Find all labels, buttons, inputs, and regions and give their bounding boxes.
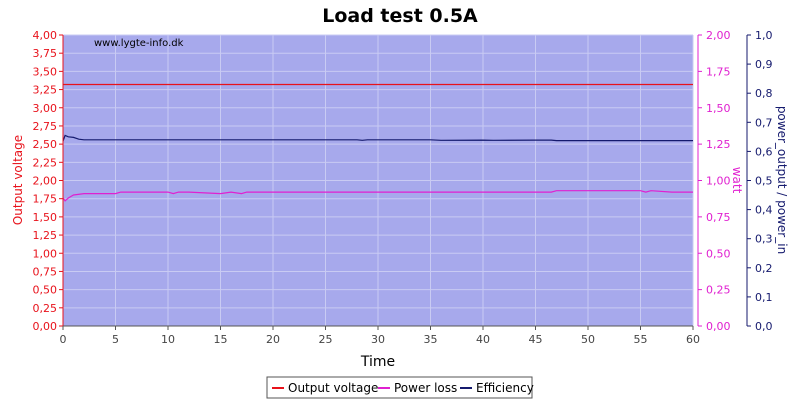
y-left-tick-label: 4,00 [33, 29, 58, 42]
legend-power-loss-label: Power loss [394, 381, 457, 395]
y-left-tick-label: 3,25 [33, 84, 58, 97]
y-left-tick-label: 3,75 [33, 47, 58, 60]
y-right2-tick-label: 0,3 [755, 233, 773, 246]
x-tick-label: 5 [112, 333, 119, 346]
x-tick-label: 60 [686, 333, 700, 346]
y-right1-tick-label: 1,25 [706, 138, 731, 151]
x-axis-title: Time [360, 354, 395, 370]
y-left-tick-label: 3,00 [33, 102, 58, 115]
legend-output-voltage-label: Output voltage [288, 381, 378, 395]
y-left-tick-label: 2,50 [33, 138, 58, 151]
power-loss-line [62, 190, 693, 202]
y-right2-tick-label: 0,4 [755, 204, 773, 217]
x-tick-label: 45 [529, 333, 543, 346]
legend-efficiency-label: Efficiency [476, 381, 534, 395]
y-left-tick-label: 3,50 [33, 65, 58, 78]
y-right2-axis-title: power_output / power_in [775, 106, 789, 254]
y-right2-tick-label: 0,9 [755, 58, 773, 71]
y-left-tick-label: 1,50 [33, 211, 58, 224]
x-tick-label: 30 [371, 333, 385, 346]
y-left-tick-label: 0,00 [33, 320, 58, 333]
y-right1-axis-title: watt [730, 167, 744, 194]
x-tick-label: 55 [634, 333, 648, 346]
x-tick-label: 35 [424, 333, 438, 346]
y-right2-tick-label: 0,1 [755, 291, 773, 304]
y-left-axis-title: Output voltage [11, 135, 25, 225]
y-right1-tick-label: 2,00 [706, 29, 731, 42]
y-right2-tick-label: 0,6 [755, 145, 773, 158]
y-right1-tick-label: 1,50 [706, 102, 731, 115]
efficiency-line [62, 134, 693, 142]
y-right2-tick-label: 0,5 [755, 175, 773, 188]
y-left-tick-label: 1,75 [33, 193, 58, 206]
x-tick-label: 0 [60, 333, 67, 346]
y-right2-tick-label: 0,8 [755, 87, 773, 100]
x-tick-label: 10 [161, 333, 175, 346]
y-right1-tick-label: 0,00 [706, 320, 731, 333]
watermark-text: www.lygte-info.dk [94, 38, 184, 49]
y-left-tick-label: 0,50 [33, 284, 58, 297]
y-right2-tick-label: 1,0 [755, 29, 773, 42]
x-tick-label: 25 [319, 333, 333, 346]
grid [62, 34, 694, 327]
y-right2-tick-label: 0,0 [755, 320, 773, 333]
y-right1-tick-label: 0,50 [706, 247, 731, 260]
y-left-tick-label: 2,75 [33, 120, 58, 133]
axes-group: 0,000,250,500,751,001,251,501,752,002,25… [33, 29, 773, 346]
y-right1-tick-label: 0,75 [706, 211, 731, 224]
y-left-tick-label: 1,00 [33, 247, 58, 260]
y-right1-tick-label: 1,00 [706, 175, 731, 188]
y-left-tick-label: 1,25 [33, 229, 58, 242]
chart-title: Load test 0.5A [322, 5, 478, 27]
series-group [62, 83, 693, 202]
x-tick-label: 50 [581, 333, 595, 346]
y-right1-tick-label: 1,75 [706, 65, 731, 78]
x-tick-label: 15 [214, 333, 228, 346]
y-left-tick-label: 0,75 [33, 265, 58, 278]
legend-box [266, 376, 533, 399]
x-tick-label: 40 [476, 333, 490, 346]
y-right2-tick-label: 0,2 [755, 262, 773, 275]
y-right1-tick-label: 0,25 [706, 284, 731, 297]
y-left-tick-label: 2,00 [33, 175, 58, 188]
y-left-tick-label: 0,25 [33, 302, 58, 315]
y-left-tick-label: 2,25 [33, 156, 58, 169]
x-tick-label: 20 [266, 333, 280, 346]
y-right2-tick-label: 0,7 [755, 116, 773, 129]
legend: Output voltage Power loss Efficiency [266, 376, 534, 399]
